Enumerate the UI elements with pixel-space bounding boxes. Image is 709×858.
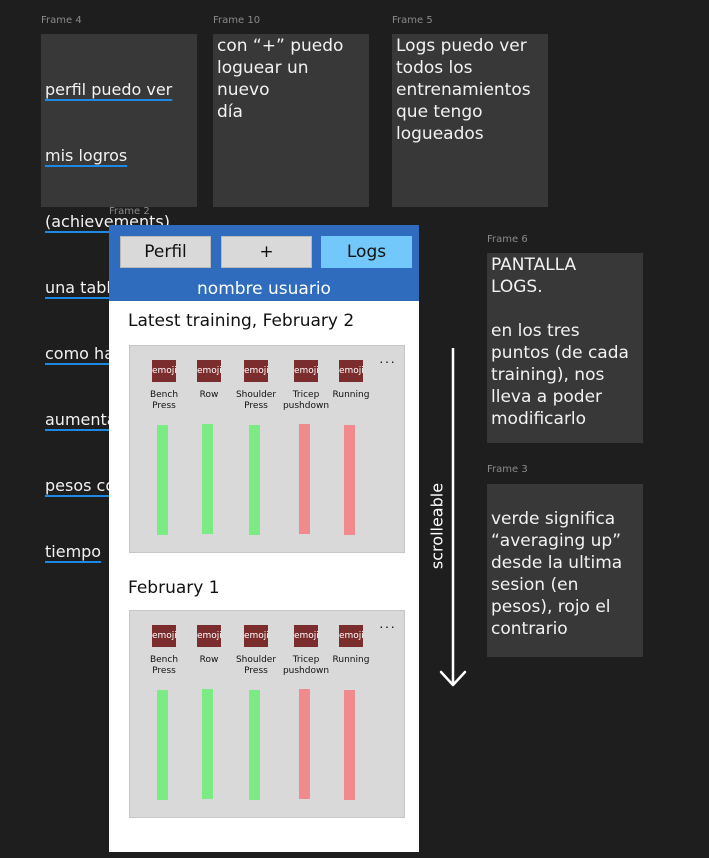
scroll-label: scrolleable bbox=[427, 482, 447, 570]
exercise-emoji-icon: emoji bbox=[339, 625, 364, 647]
frame-4-label: Frame 4 bbox=[41, 15, 82, 26]
exercise-name: Bench Press bbox=[149, 655, 179, 676]
progress-bar-up bbox=[157, 690, 168, 800]
exercise-name: Row bbox=[199, 390, 219, 400]
exercise-emoji-icon: emoji bbox=[197, 625, 222, 647]
exercise-emoji-icon: emoji bbox=[339, 360, 364, 382]
logs-screen: Perfil + Logs nombre usuario Latest trai… bbox=[109, 225, 419, 852]
exercise-name: Shoulder Press bbox=[235, 390, 277, 411]
progress-bar-up bbox=[249, 690, 260, 800]
exercise-name: Running bbox=[332, 655, 370, 665]
frame-10-note: con “+” puedo loguear un nuevo día bbox=[213, 34, 369, 207]
more-options-button[interactable]: ··· bbox=[379, 618, 396, 634]
scroll-arrow-icon bbox=[439, 348, 467, 687]
progress-bar-up bbox=[157, 425, 168, 535]
exercise-name: Shoulder Press bbox=[235, 655, 277, 676]
exercise-emoji-icon: emoji bbox=[197, 360, 222, 382]
training-card[interactable]: ··· emoji Bench Press emoji Row emoji Shoulde… bbox=[129, 610, 405, 818]
add-log-button[interactable]: + bbox=[221, 236, 312, 268]
exercise-emoji-icon: emoji bbox=[294, 625, 319, 647]
progress-bar-down bbox=[299, 424, 310, 534]
training-card[interactable]: ··· emoji Bench Press emoji Row emoji Shoulde… bbox=[129, 345, 405, 553]
logs-button[interactable]: Logs bbox=[321, 236, 412, 268]
exercise-emoji-icon: emoji bbox=[244, 625, 269, 647]
frame-5-label: Frame 5 bbox=[392, 15, 433, 26]
frame-3-note: verde significa “averaging up” desde la … bbox=[487, 484, 643, 657]
progress-bar-down bbox=[299, 689, 310, 799]
note-line: tiempo bbox=[45, 542, 102, 561]
frame-4-note: perfil puedo ver mis logros (achievement… bbox=[41, 34, 197, 561]
note-line: mis logros bbox=[45, 146, 128, 165]
top-bar: Perfil + Logs nombre usuario bbox=[109, 225, 419, 301]
exercise-emoji-icon: emoji bbox=[294, 360, 319, 382]
training-title: Latest training, February 2 bbox=[128, 311, 355, 331]
exercise-name: Tricep pushdown bbox=[282, 390, 330, 411]
frame-6-note: PANTALLA LOGS. en los tres puntos (de ca… bbox=[487, 253, 643, 443]
exercise-name: Running bbox=[332, 390, 370, 400]
training-title: February 1 bbox=[128, 578, 220, 598]
frame-6-label: Frame 6 bbox=[487, 234, 528, 245]
exercise-emoji-icon: emoji bbox=[152, 625, 177, 647]
exercise-emoji-icon: emoji bbox=[244, 360, 269, 382]
note-line: perfil puedo ver bbox=[45, 80, 173, 99]
frame-5-note: Logs puedo ver todos los entrenamientos … bbox=[392, 34, 548, 207]
exercise-emoji-icon: emoji bbox=[152, 360, 177, 382]
progress-bar-down bbox=[344, 425, 355, 535]
perfil-button[interactable]: Perfil bbox=[120, 236, 211, 268]
exercise-name: Row bbox=[199, 655, 219, 665]
exercise-name: Bench Press bbox=[149, 390, 179, 411]
username: nombre usuario bbox=[197, 279, 331, 299]
frame-10-label: Frame 10 bbox=[213, 15, 261, 26]
progress-bar-up bbox=[249, 425, 260, 535]
progress-bar-up bbox=[202, 424, 213, 534]
frame-3-label: Frame 3 bbox=[487, 464, 528, 475]
progress-bar-down bbox=[344, 690, 355, 800]
frame-2-label: Frame 2 bbox=[109, 206, 150, 217]
progress-bar-up bbox=[202, 689, 213, 799]
exercise-name: Tricep pushdown bbox=[282, 655, 330, 676]
more-options-button[interactable]: ··· bbox=[379, 353, 396, 369]
